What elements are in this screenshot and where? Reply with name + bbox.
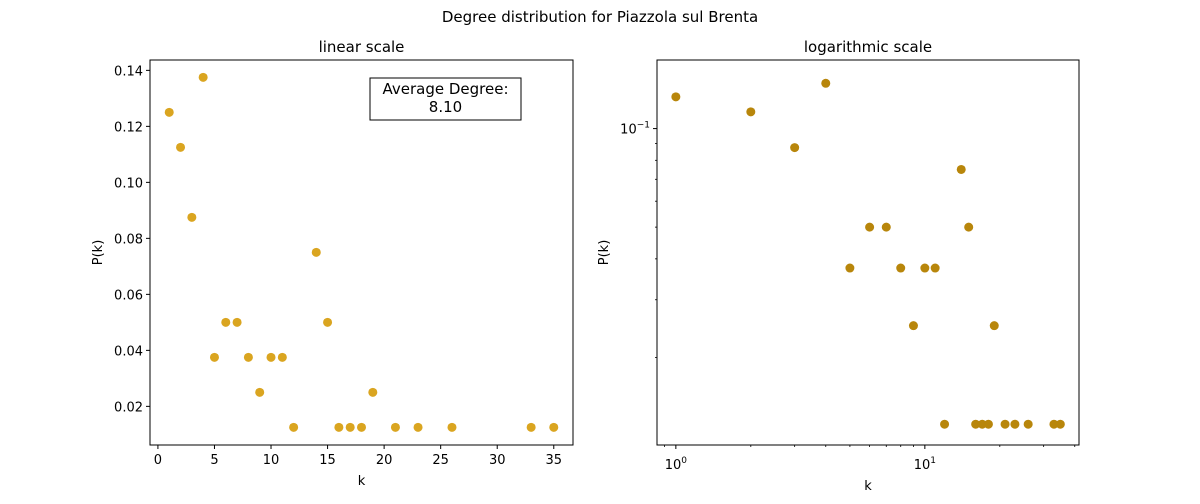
linear-y-tick-label: 0.04 bbox=[114, 344, 143, 359]
linear-x-label: k bbox=[358, 474, 366, 489]
linear-y-tick-label: 0.06 bbox=[114, 288, 143, 303]
log-data-point bbox=[881, 222, 891, 232]
linear-data-point bbox=[526, 422, 536, 432]
linear-x-tick-label: 25 bbox=[432, 453, 449, 468]
log-data-point bbox=[989, 321, 999, 331]
log-data-point bbox=[896, 263, 906, 273]
linear-x-tick-label: 10 bbox=[263, 453, 280, 468]
log-data-point bbox=[930, 263, 940, 273]
annotation-line-2: 8.10 bbox=[429, 98, 462, 116]
linear-data-point bbox=[311, 247, 321, 257]
linear-data-point bbox=[357, 422, 366, 432]
log-data-point bbox=[790, 143, 800, 153]
log-data-point bbox=[964, 222, 974, 232]
linear-x-tick-label: 15 bbox=[319, 453, 336, 468]
annotation-line-1: Average Degree: bbox=[382, 80, 508, 98]
linear-x-tick-label: 20 bbox=[376, 453, 393, 468]
linear-data-point bbox=[176, 142, 186, 152]
log-data-point bbox=[1049, 419, 1059, 429]
log-data-point bbox=[956, 164, 966, 174]
log-data-point bbox=[746, 107, 756, 117]
log-x-tick-label: 101 bbox=[914, 456, 936, 473]
linear-x-tick-label: 5 bbox=[210, 453, 218, 468]
linear-y-ticks: 0.02 0.04 0.06 0.08 0.10 0.12 0.14 bbox=[114, 64, 150, 415]
linear-panel-title: linear scale bbox=[319, 38, 405, 56]
log-scale-panel: logarithmic scale 100 101 10−1 k P(k) bbox=[597, 38, 1080, 494]
linear-data-point bbox=[345, 422, 355, 432]
linear-data-point bbox=[221, 317, 231, 327]
log-data-point bbox=[1023, 419, 1033, 429]
linear-data-point bbox=[266, 352, 276, 362]
log-data-point bbox=[971, 419, 981, 429]
log-data-point bbox=[908, 321, 918, 331]
log-data-point bbox=[1000, 419, 1010, 429]
log-y-ticks: 10−1 bbox=[620, 121, 657, 358]
figure-title: Degree distribution for Piazzola sul Bre… bbox=[442, 8, 758, 26]
linear-points bbox=[164, 72, 559, 432]
log-data-point bbox=[983, 419, 993, 429]
average-degree-annotation: Average Degree: 8.10 bbox=[369, 77, 522, 121]
linear-x-tick-label: 30 bbox=[489, 453, 506, 468]
linear-y-tick-label: 0.12 bbox=[114, 120, 143, 135]
log-data-point bbox=[821, 78, 831, 88]
log-panel-title: logarithmic scale bbox=[804, 38, 932, 56]
linear-data-point bbox=[289, 422, 299, 432]
linear-data-point bbox=[243, 352, 253, 362]
log-data-point bbox=[1055, 419, 1065, 429]
linear-data-point bbox=[209, 352, 219, 362]
log-x-label: k bbox=[864, 479, 872, 494]
log-data-point bbox=[920, 263, 930, 273]
linear-data-point bbox=[232, 317, 242, 327]
linear-y-tick-label: 0.02 bbox=[114, 400, 143, 415]
linear-data-point bbox=[447, 422, 457, 432]
log-x-tick-label: 100 bbox=[665, 456, 688, 473]
linear-plot-frame bbox=[149, 59, 574, 446]
linear-y-tick-label: 0.10 bbox=[114, 176, 143, 191]
linear-data-point bbox=[549, 422, 559, 432]
linear-data-point bbox=[277, 352, 287, 362]
linear-y-label: P(k) bbox=[91, 240, 106, 266]
log-data-point bbox=[977, 419, 987, 429]
log-data-point bbox=[845, 263, 855, 273]
linear-data-point bbox=[164, 107, 174, 117]
log-data-point bbox=[671, 92, 681, 102]
log-data-point bbox=[865, 222, 875, 232]
linear-y-tick-label: 0.08 bbox=[114, 232, 143, 247]
linear-x-tick-label: 0 bbox=[154, 453, 162, 468]
linear-scale-panel: linear scale 0 5 10 15 20 25 30 35 0.02 0.04 0.06… bbox=[91, 38, 574, 489]
linear-x-ticks: 0 5 10 15 20 25 30 35 bbox=[154, 445, 562, 468]
log-plot-frame bbox=[656, 59, 1080, 446]
log-points bbox=[671, 78, 1065, 429]
log-y-label: P(k) bbox=[597, 240, 612, 266]
linear-data-point bbox=[323, 317, 333, 327]
linear-data-point bbox=[187, 212, 197, 222]
log-x-ticks: 100 101 bbox=[664, 445, 1076, 473]
linear-y-tick-label: 0.14 bbox=[114, 64, 143, 79]
log-y-tick-label: 10−1 bbox=[620, 121, 650, 138]
linear-data-point bbox=[198, 72, 208, 82]
linear-data-point bbox=[255, 387, 265, 397]
linear-x-tick-label: 35 bbox=[545, 453, 562, 468]
linear-data-point bbox=[334, 422, 344, 432]
linear-data-point bbox=[390, 422, 400, 432]
log-data-point bbox=[940, 419, 950, 429]
linear-data-point bbox=[368, 387, 378, 397]
linear-data-point bbox=[413, 422, 423, 432]
log-data-point bbox=[1010, 419, 1020, 429]
annotation-box bbox=[369, 77, 522, 121]
